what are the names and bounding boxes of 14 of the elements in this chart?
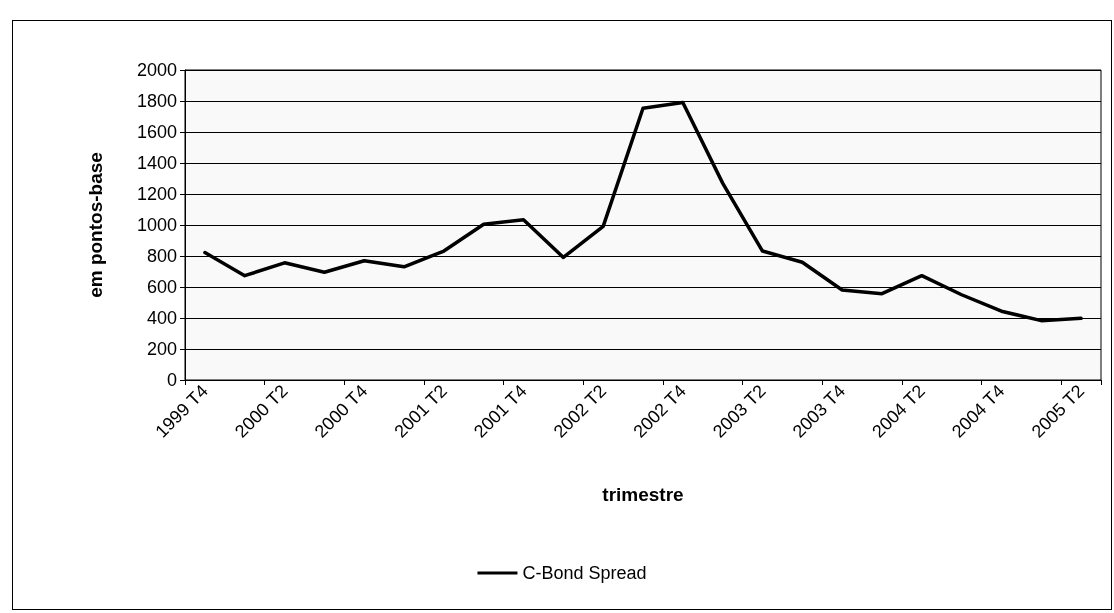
y-tick-label: 2000 xyxy=(136,60,177,80)
y-tick-label: 600 xyxy=(146,277,177,297)
y-tick-label: 1000 xyxy=(136,215,177,235)
y-tick-label: 0 xyxy=(166,370,177,390)
y-tick-label: 1400 xyxy=(136,153,177,173)
y-tick-label: 1800 xyxy=(136,91,177,111)
y-tick-label: 1600 xyxy=(136,122,177,142)
y-tick-label: 400 xyxy=(146,308,177,328)
y-tick-label: 200 xyxy=(146,339,177,359)
y-tick-label: 1200 xyxy=(136,184,177,204)
y-axis-title: em pontos-base xyxy=(85,152,106,298)
x-axis-title: trimestre xyxy=(602,484,684,505)
y-tick-label: 800 xyxy=(146,246,177,266)
legend-label: C-Bond Spread xyxy=(522,563,647,583)
